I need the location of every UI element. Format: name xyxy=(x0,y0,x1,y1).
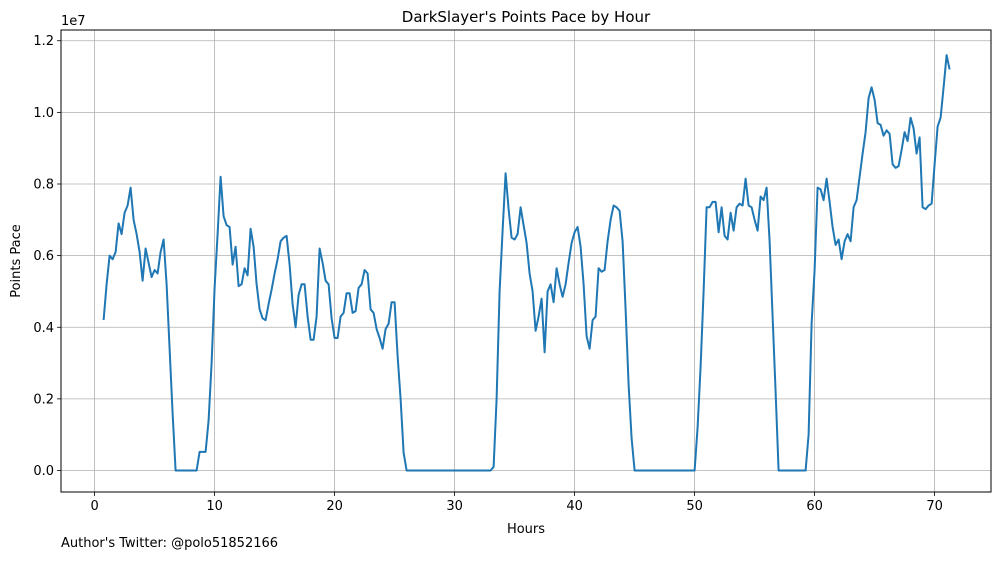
x-tick-label: 20 xyxy=(326,499,343,514)
series-line xyxy=(102,54,951,472)
y-axis-ticks: 0.0 0.2 0.4 0.6 0.8 1.0 1.2 xyxy=(33,34,61,479)
chart-title: DarkSlayer's Points Pace by Hour xyxy=(402,8,651,26)
grid-lines xyxy=(61,30,991,492)
x-axis-ticks: 0 10 20 30 40 50 60 70 xyxy=(90,492,943,514)
y-tick-label: 0.4 xyxy=(33,321,54,336)
y-tick-label: 0.6 xyxy=(33,249,54,264)
y-tick-label: 1.2 xyxy=(33,34,54,49)
x-tick-label: 70 xyxy=(926,499,943,514)
y-tick-label: 0.0 xyxy=(33,464,54,479)
x-tick-label: 30 xyxy=(446,499,463,514)
x-tick-label: 50 xyxy=(686,499,703,514)
x-tick-label: 60 xyxy=(806,499,823,514)
plot-area-frame xyxy=(60,29,992,493)
y-axis-label: Points Pace xyxy=(9,224,24,298)
x-tick-label: 10 xyxy=(206,499,223,514)
y-tick-label: 0.2 xyxy=(33,392,54,407)
author-twitter-footer: Author's Twitter: @polo51852166 xyxy=(61,536,279,551)
x-tick-label: 0 xyxy=(90,499,98,514)
y-offset-label: 1e7 xyxy=(61,14,86,29)
y-tick-label: 1.0 xyxy=(33,106,54,121)
x-axis-label: Hours xyxy=(507,522,545,537)
x-tick-label: 40 xyxy=(566,499,583,514)
y-tick-label: 0.8 xyxy=(33,178,54,193)
